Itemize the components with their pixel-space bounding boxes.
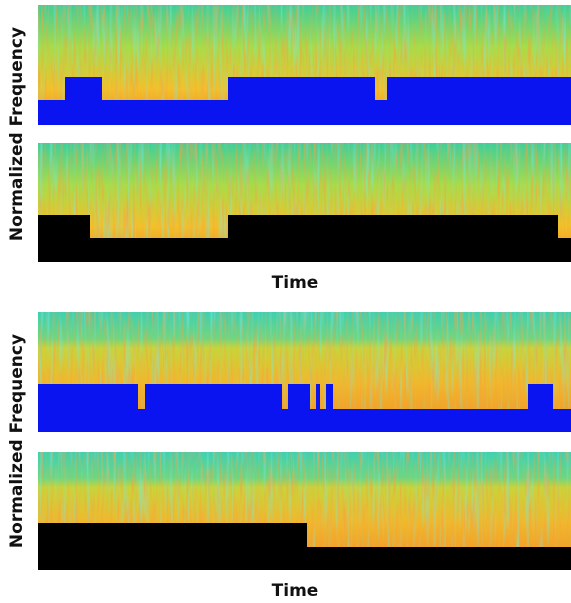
- y-axis-label: Normalized Frequency: [7, 334, 27, 548]
- panel: [38, 312, 571, 432]
- panel: [38, 5, 571, 125]
- panel: [38, 452, 571, 570]
- x-axis-label: Time: [272, 273, 319, 293]
- y-axis-label: Normalized Frequency: [7, 27, 27, 241]
- panel: [38, 143, 571, 262]
- x-axis-label: Time: [272, 581, 319, 601]
